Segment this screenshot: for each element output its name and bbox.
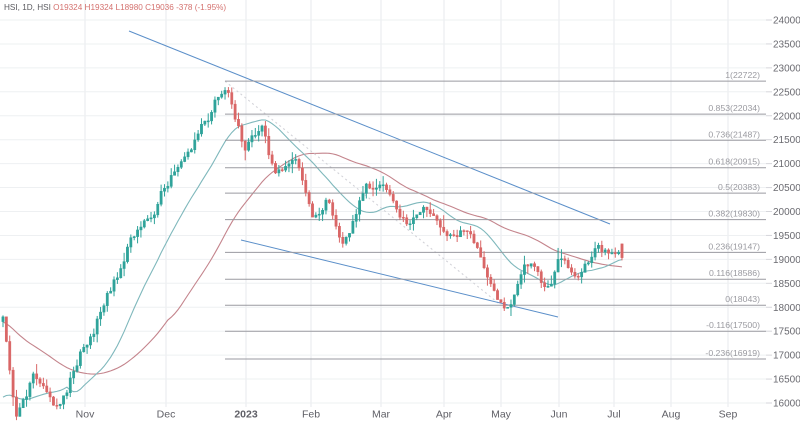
svg-text:0.236(19147): 0.236(19147) bbox=[708, 241, 760, 251]
svg-text:23500: 23500 bbox=[773, 39, 800, 50]
svg-text:22000: 22000 bbox=[773, 111, 800, 122]
svg-text:19000: 19000 bbox=[773, 255, 800, 266]
svg-text:17500: 17500 bbox=[773, 327, 800, 338]
svg-text:22500: 22500 bbox=[773, 87, 800, 98]
svg-text:0.116(18586): 0.116(18586) bbox=[709, 268, 760, 278]
svg-text:1(22722): 1(22722) bbox=[725, 70, 760, 80]
svg-text:0.853(22034): 0.853(22034) bbox=[708, 103, 760, 113]
svg-text:2023: 2023 bbox=[234, 409, 258, 421]
svg-text:Aug: Aug bbox=[662, 409, 681, 421]
svg-text:0.618(20915): 0.618(20915) bbox=[708, 157, 760, 167]
svg-text:Mar: Mar bbox=[372, 409, 391, 421]
svg-text:-0.116(17500): -0.116(17500) bbox=[706, 320, 760, 330]
svg-text:Jun: Jun bbox=[551, 409, 568, 421]
svg-text:21000: 21000 bbox=[773, 159, 800, 170]
svg-text:20500: 20500 bbox=[773, 183, 800, 194]
svg-text:19500: 19500 bbox=[773, 231, 800, 242]
svg-text:0(18043): 0(18043) bbox=[725, 294, 760, 304]
svg-text:Sep: Sep bbox=[719, 409, 738, 421]
svg-text:18000: 18000 bbox=[773, 303, 800, 314]
svg-text:0.5(20383): 0.5(20383) bbox=[718, 182, 760, 192]
svg-text:21500: 21500 bbox=[773, 135, 800, 146]
svg-text:Apr: Apr bbox=[436, 409, 453, 421]
svg-text:18500: 18500 bbox=[773, 279, 800, 290]
svg-text:Feb: Feb bbox=[302, 409, 320, 421]
svg-text:0.736(21487): 0.736(21487) bbox=[708, 129, 760, 139]
svg-text:16000: 16000 bbox=[773, 399, 800, 410]
svg-text:Jul: Jul bbox=[607, 409, 620, 421]
svg-text:May: May bbox=[491, 409, 512, 421]
svg-text:20000: 20000 bbox=[773, 207, 800, 218]
svg-text:24000: 24000 bbox=[773, 16, 800, 27]
svg-text:-0.236(16919): -0.236(16919) bbox=[705, 348, 760, 358]
svg-text:Dec: Dec bbox=[157, 409, 176, 421]
svg-text:17000: 17000 bbox=[773, 351, 800, 362]
svg-text:Nov: Nov bbox=[76, 409, 95, 421]
svg-text:0.382(19830): 0.382(19830) bbox=[708, 209, 760, 219]
svg-text:23000: 23000 bbox=[773, 63, 800, 74]
svg-text:16500: 16500 bbox=[773, 375, 800, 386]
